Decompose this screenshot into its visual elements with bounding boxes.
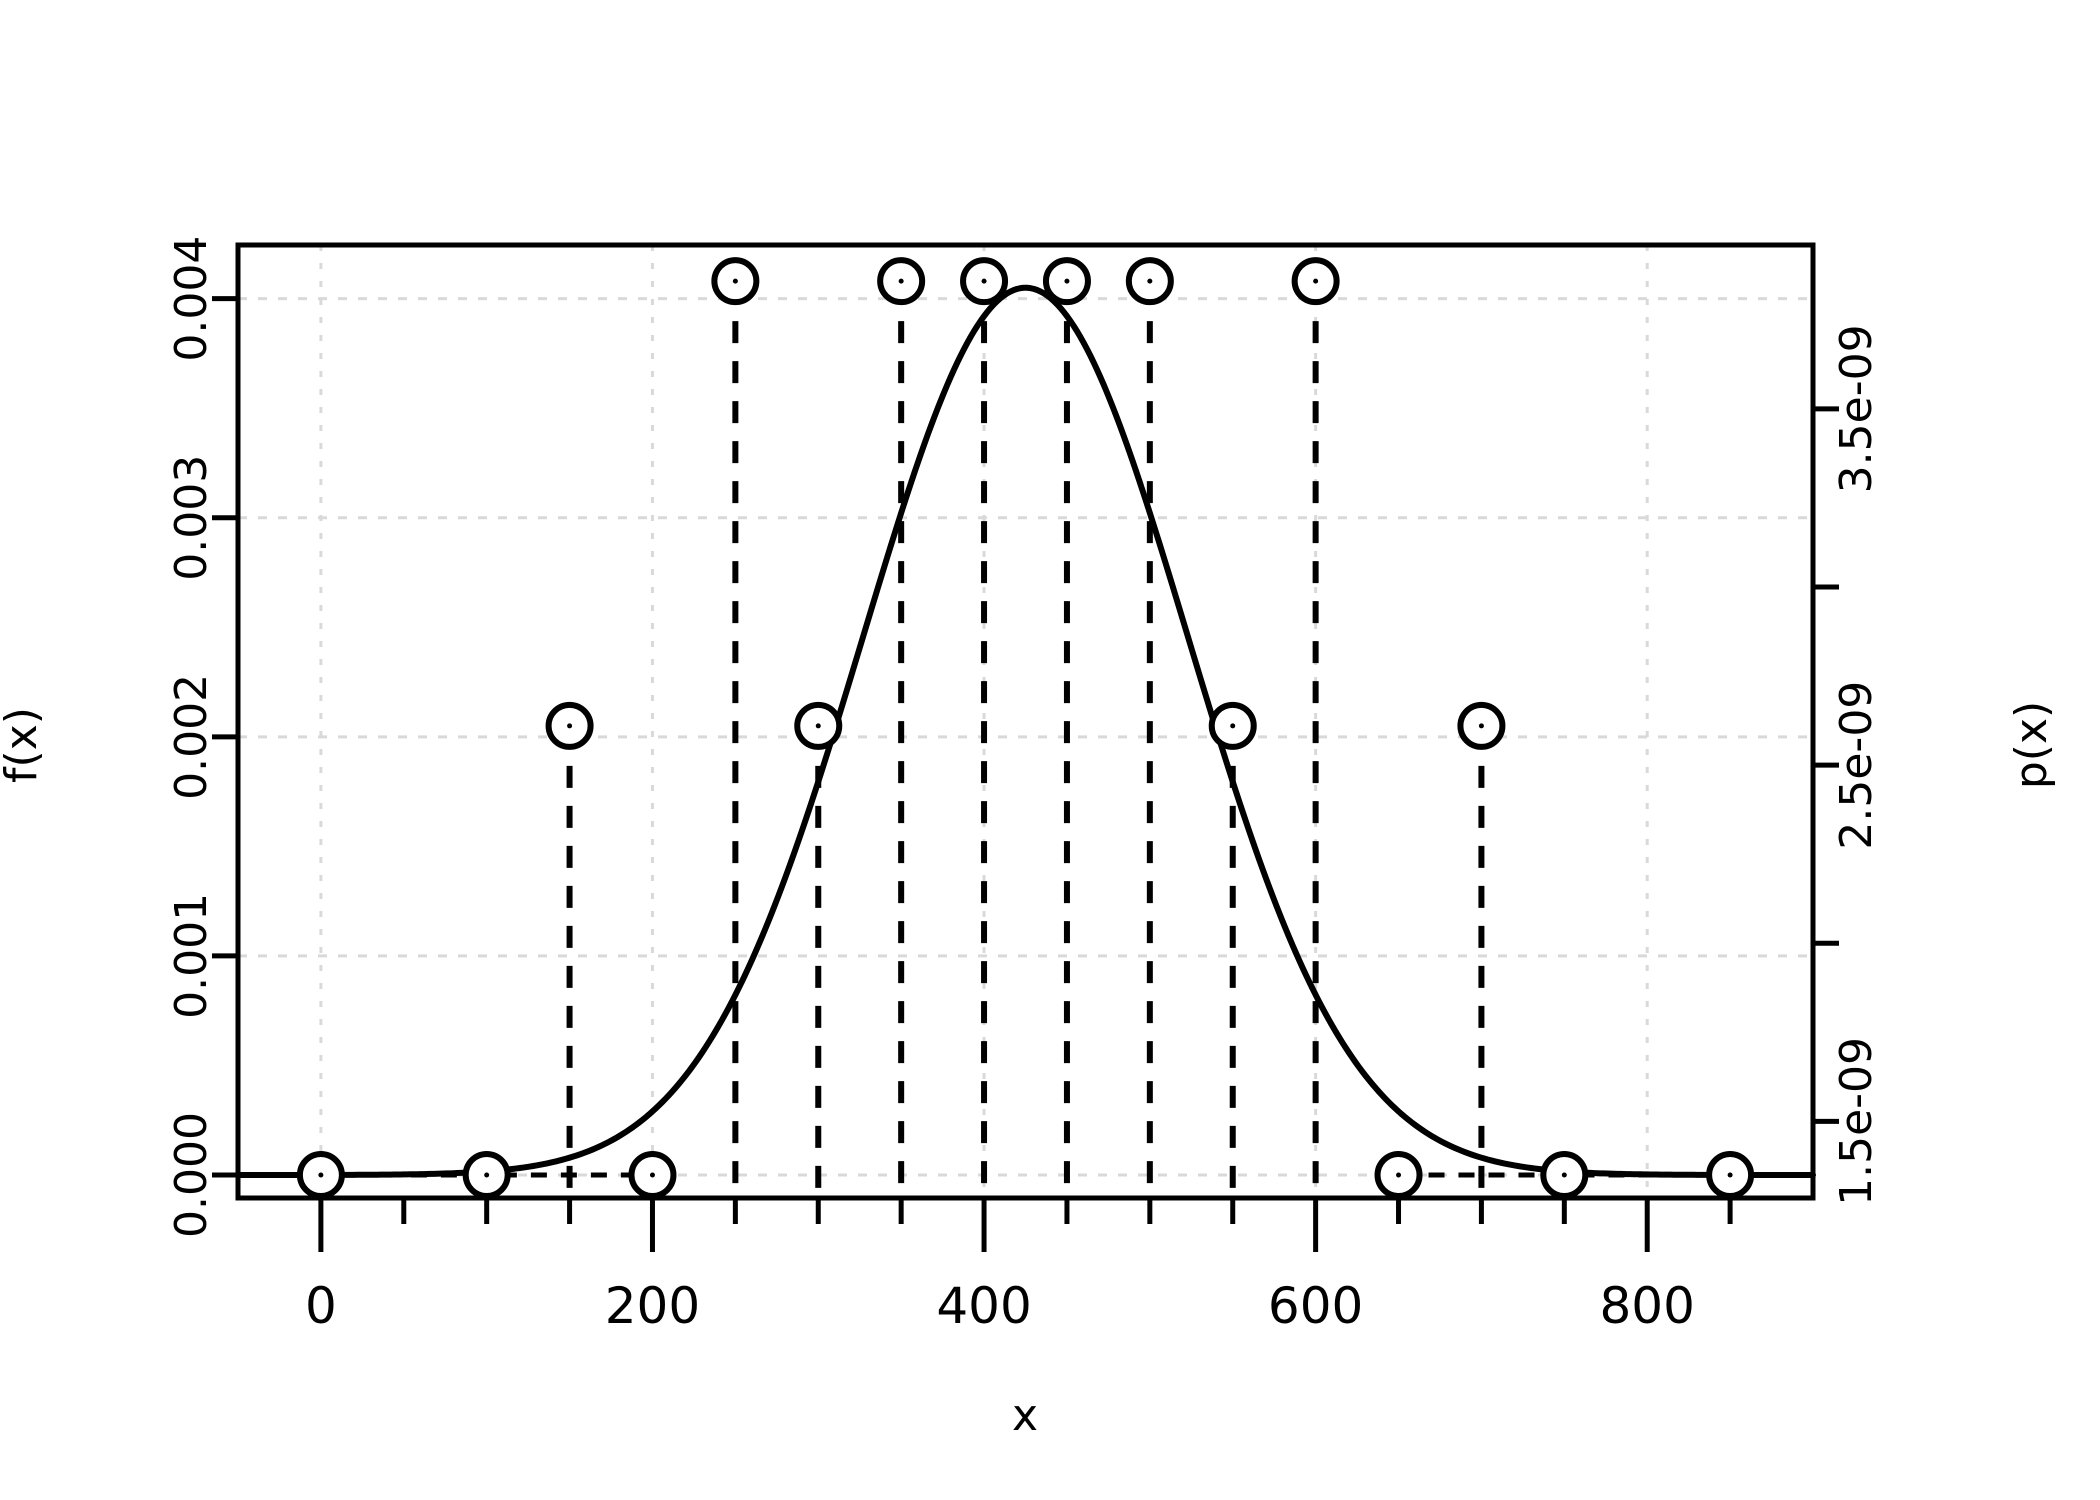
y-axis-tick-label-right: 3.5e-09	[1831, 324, 1882, 493]
data-point-center-dot	[1727, 1172, 1733, 1178]
y-axis-tick-label-left: 0.003	[166, 455, 217, 581]
data-point-center-dot	[981, 278, 987, 284]
x-axis-tick-label: 400	[936, 1277, 1031, 1335]
plot-box-border	[235, 242, 1816, 1201]
axis-titles-group: f(x) p(x) x	[0, 701, 2057, 1441]
data-point-center-dot	[1313, 278, 1319, 284]
data-point-center-dot	[732, 278, 738, 284]
data-point-center-dot	[1147, 278, 1153, 284]
x-axis-tick-label: 0	[305, 1277, 337, 1335]
axis-tick-labels-group: 0.000 0.001 0.002 0.003 0.004 1.5e-09 2.5e-09 3…	[166, 236, 1882, 1335]
y-axis-label-right: p(x)	[2006, 701, 2057, 789]
data-point-center-dot	[1230, 723, 1236, 729]
y-axis-tick-label-right: 2.5e-09	[1831, 681, 1882, 850]
y-axis-tick-label-left: 0.001	[166, 893, 217, 1019]
y-axis-label-left: f(x)	[0, 707, 47, 783]
data-point-center-dot	[649, 1172, 655, 1178]
x-axis-tick-label: 600	[1268, 1277, 1363, 1335]
y-axis-tick-label-right: 1.5e-09	[1831, 1037, 1882, 1206]
gridlines-group	[238, 245, 1813, 1198]
plot-frame	[235, 242, 1816, 1201]
axis-ticks-group	[212, 296, 1839, 1252]
data-point-center-dot	[815, 723, 821, 729]
data-point-center-dot	[1064, 278, 1070, 284]
data-point-center-dot	[1561, 1172, 1567, 1178]
x-axis-label: x	[1012, 1390, 1038, 1441]
data-point-center-dot	[484, 1172, 490, 1178]
data-point-center-dot	[1396, 1172, 1402, 1178]
x-axis-tick-label: 200	[605, 1277, 700, 1335]
data-point-center-dot	[1478, 723, 1484, 729]
y-axis-tick-label-left: 0.002	[166, 674, 217, 800]
data-point-center-dot	[567, 723, 573, 729]
x-axis-tick-label: 800	[1599, 1277, 1694, 1335]
y-axis-tick-label-left: 0.004	[166, 236, 217, 362]
y-axis-tick-label-left: 0.000	[166, 1112, 217, 1238]
data-point-center-dot	[898, 278, 904, 284]
marker-group	[296, 257, 1755, 1199]
data-point-center-dot	[318, 1172, 324, 1178]
